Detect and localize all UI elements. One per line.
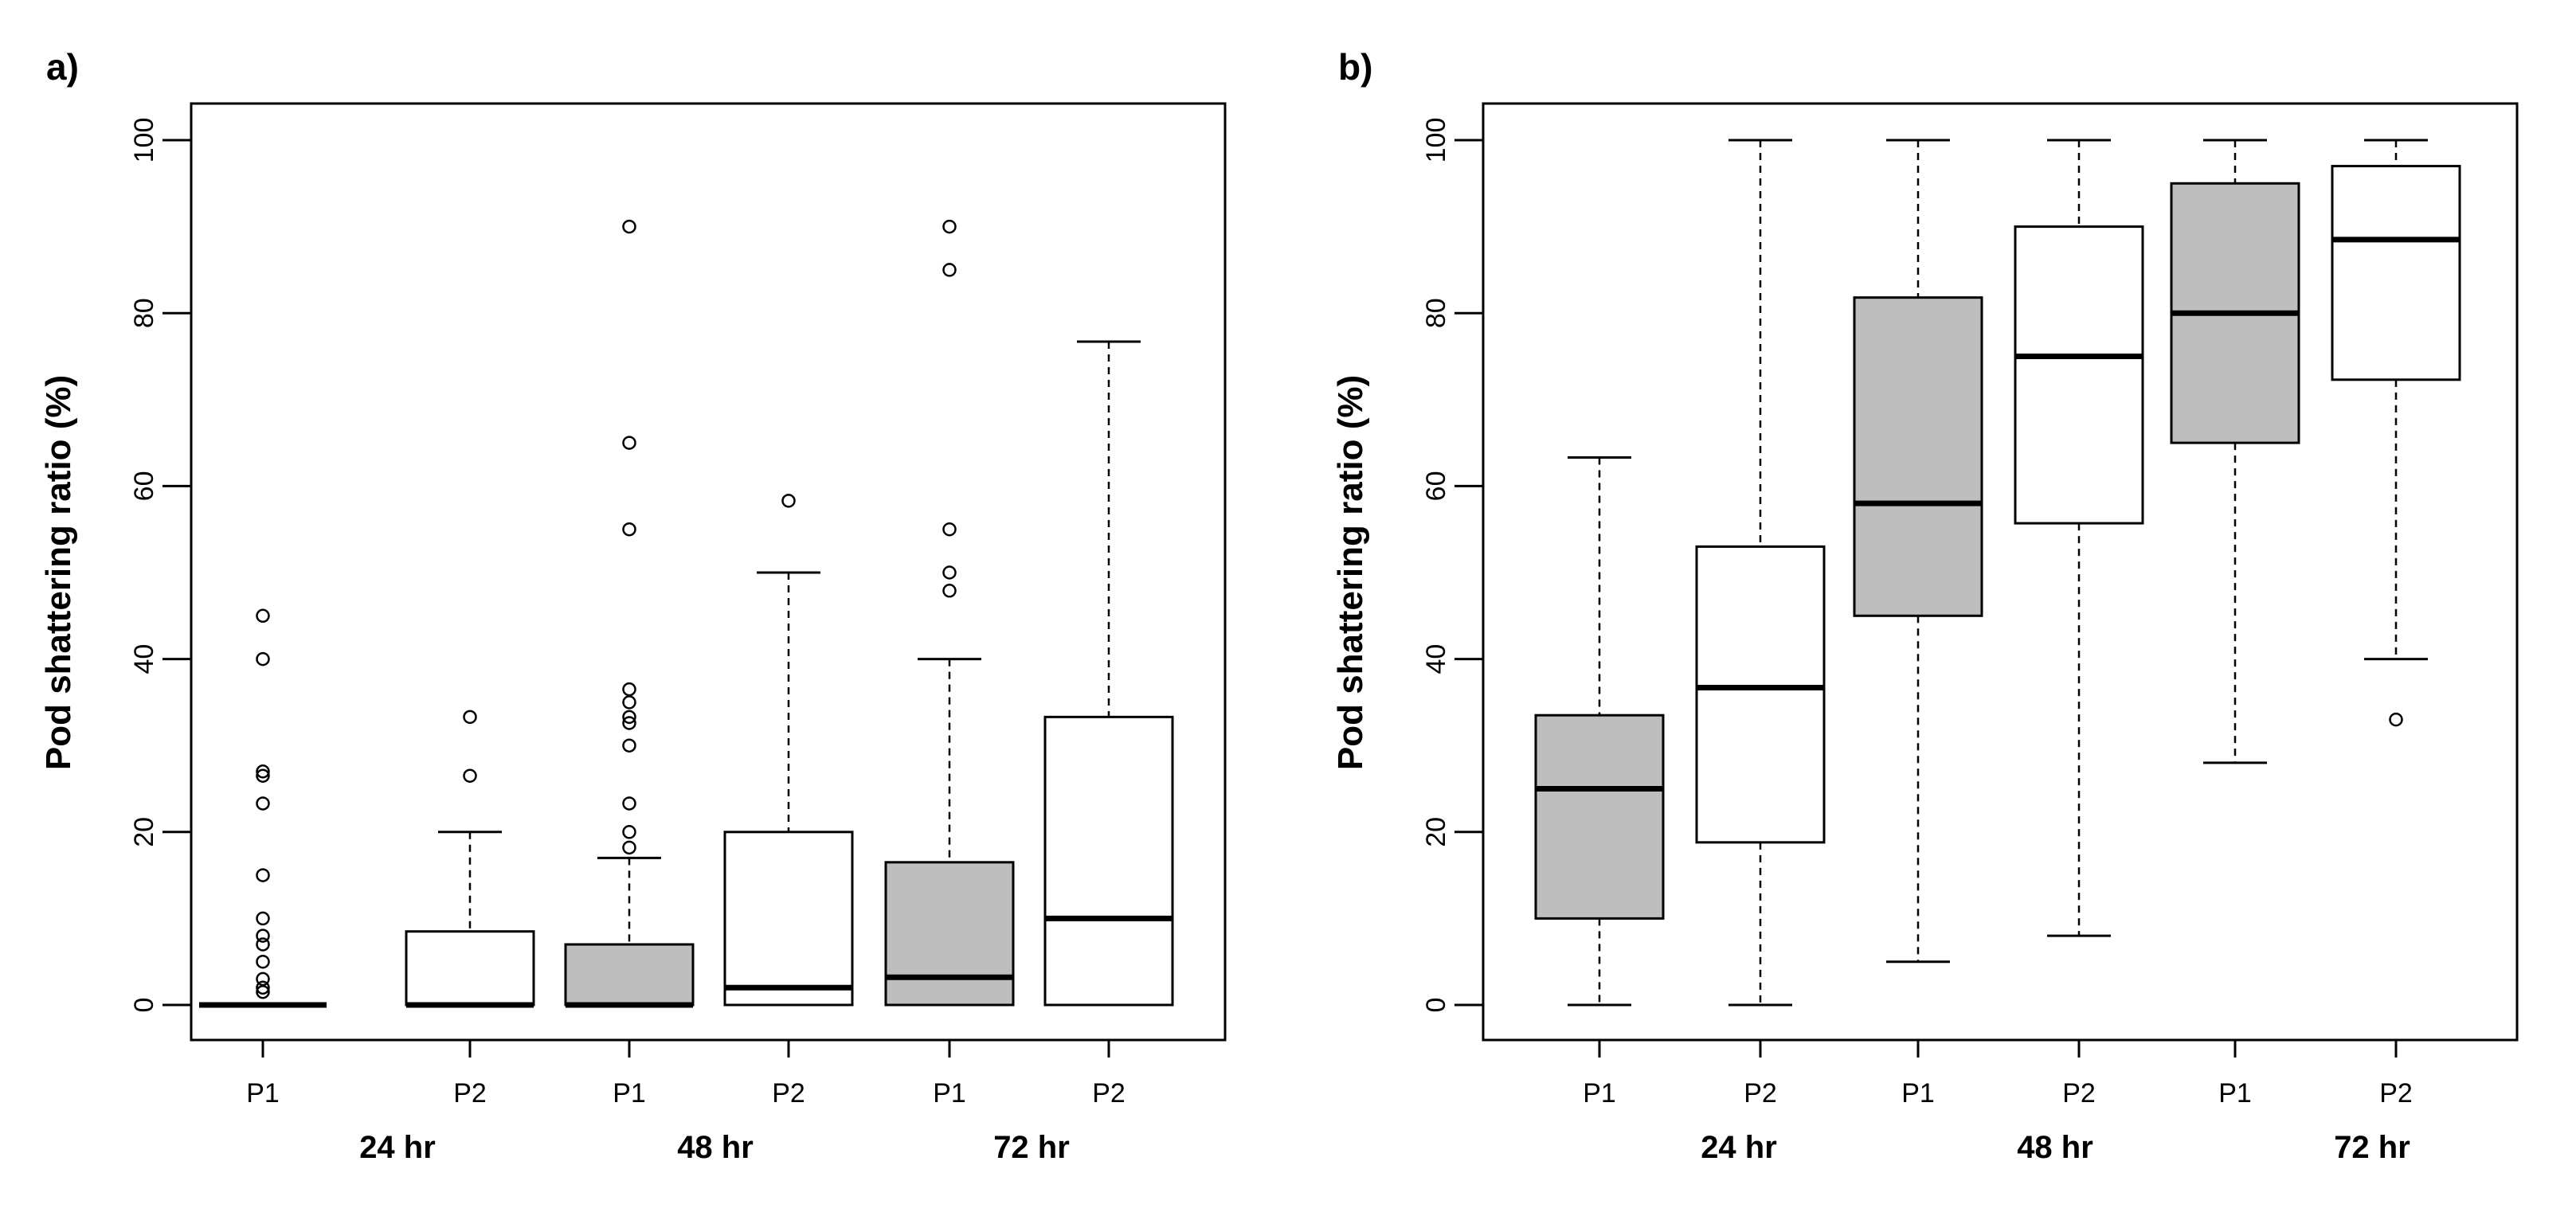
outlier-point	[942, 263, 957, 277]
y-tick-label: 40	[1421, 644, 1451, 674]
box-2	[564, 219, 695, 1008]
outlier-point	[622, 710, 636, 725]
box-iqr	[1695, 545, 1826, 844]
outlier-point	[622, 436, 636, 450]
box-4	[2170, 139, 2300, 764]
panel-label: a)	[46, 46, 79, 88]
outlier-point	[463, 768, 477, 783]
box-iqr	[884, 861, 1015, 1007]
y-tick-label: 60	[1421, 471, 1451, 501]
outlier-point	[622, 695, 636, 710]
box-iqr	[564, 943, 695, 1007]
x-tick-label: P1	[246, 1078, 280, 1108]
outlier-point	[256, 954, 270, 969]
outlier-point	[256, 608, 270, 624]
group-label: 48 hr	[677, 1130, 754, 1165]
x-tick-label: P1	[1583, 1078, 1616, 1108]
outlier-point	[622, 840, 636, 855]
outlier-point	[622, 738, 636, 753]
y-tick-label: 20	[1421, 817, 1451, 847]
box-1	[1695, 139, 1826, 1007]
outlier-point	[2389, 712, 2403, 727]
x-tick-label: P1	[2218, 1078, 2252, 1108]
group-label: 24 hr	[359, 1130, 436, 1165]
y-axis-title: Pod shattering ratio (%)	[1331, 375, 1370, 770]
outlier-point	[942, 584, 957, 598]
y-tick-label: 80	[1421, 298, 1451, 328]
outlier-point	[781, 494, 796, 508]
outlier-point	[622, 716, 636, 730]
x-tick-label: P2	[772, 1078, 805, 1108]
y-tick-label: 100	[129, 118, 159, 163]
y-tick-label: 0	[129, 998, 159, 1013]
x-tick-label: P2	[2062, 1078, 2096, 1108]
outlier-point	[622, 522, 636, 537]
outlier-point	[256, 937, 270, 952]
outlier-point	[256, 929, 270, 943]
box-iqr	[1534, 714, 1665, 920]
panel-a: a) 0 20 40 60 80 100 Pod shattering ratio (%) P1…	[39, 46, 1227, 1165]
box-0	[199, 608, 327, 1008]
y-tick-label: 40	[129, 644, 159, 674]
box-2	[1853, 139, 1983, 964]
outlier-point	[942, 219, 957, 234]
box-iqr	[1043, 715, 1174, 1007]
box-4	[884, 219, 1015, 1007]
y-axis-title: Pod shattering ratio (%)	[39, 375, 78, 770]
outlier-point	[256, 796, 270, 811]
outlier-point	[622, 219, 636, 234]
outlier-point	[256, 651, 270, 667]
outlier-point	[256, 911, 270, 926]
box-0	[1534, 456, 1665, 1007]
outlier-point	[622, 682, 636, 697]
x-tick-label: P2	[453, 1078, 487, 1108]
y-tick-label: 20	[129, 817, 159, 847]
box-iqr	[723, 831, 854, 1007]
box-iqr	[1853, 296, 1983, 617]
x-tick-label: P1	[613, 1078, 646, 1108]
panel-b: b) 0 20 40 60 80 100 Pod shattering ratio (%) P1…	[1331, 46, 2519, 1165]
x-tick-label: P2	[2379, 1078, 2413, 1108]
box-3	[2014, 139, 2144, 937]
y-tick-label: 100	[1421, 118, 1451, 163]
outlier-point	[622, 796, 636, 811]
y-tick-label: 60	[129, 471, 159, 501]
group-label: 72 hr	[2334, 1130, 2410, 1165]
y-tick-label: 0	[1421, 998, 1451, 1013]
box-1	[405, 710, 535, 1008]
x-tick-label: P2	[1744, 1078, 1777, 1108]
box-iqr	[405, 930, 535, 1007]
panel-label: b)	[1338, 46, 1372, 88]
outlier-point	[942, 565, 957, 580]
outlier-point	[256, 984, 270, 999]
box-iqr	[2331, 165, 2461, 381]
box-3	[723, 494, 854, 1007]
box-5	[2331, 139, 2461, 727]
outlier-point	[256, 972, 270, 987]
outlier-point	[256, 764, 270, 779]
x-tick-label: P1	[1901, 1078, 1935, 1108]
outlier-point	[463, 710, 477, 725]
x-tick-label: P1	[933, 1078, 966, 1108]
outlier-point	[942, 522, 957, 537]
outlier-point	[256, 868, 270, 882]
x-tick-label: P2	[1092, 1078, 1126, 1108]
box-5	[1043, 340, 1174, 1007]
y-tick-label: 80	[129, 298, 159, 328]
outlier-point	[622, 825, 636, 839]
outlier-point	[256, 768, 270, 783]
group-label: 72 hr	[993, 1130, 1070, 1165]
box-iqr	[2014, 225, 2144, 525]
group-label: 24 hr	[1701, 1130, 1777, 1165]
outlier-point	[256, 980, 270, 995]
group-label: 48 hr	[2017, 1130, 2093, 1165]
